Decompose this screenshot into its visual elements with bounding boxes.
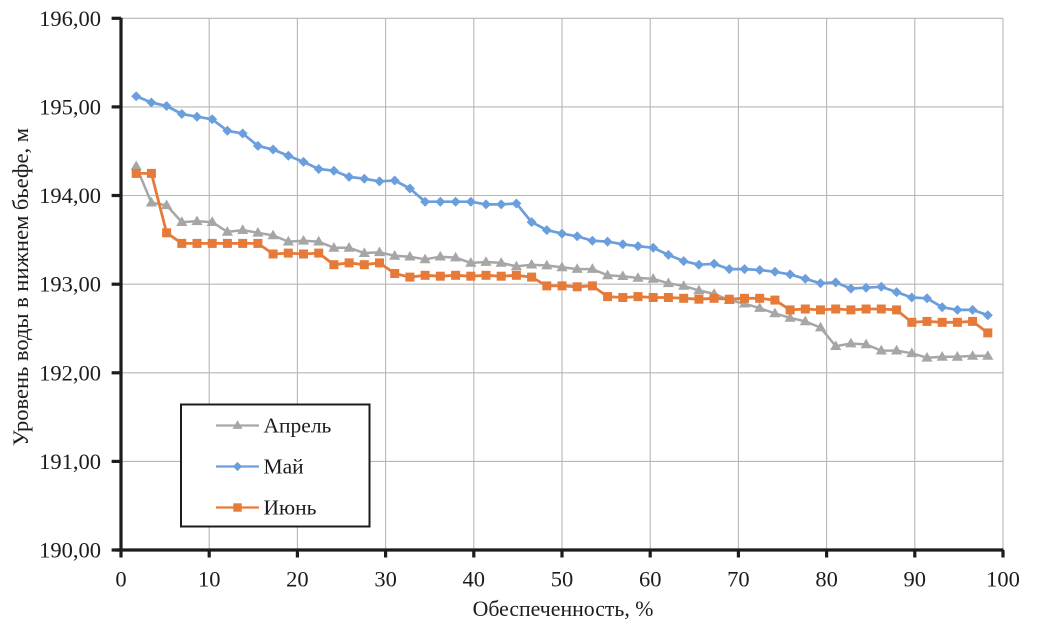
svg-text:195,00: 195,00 [39,94,101,119]
svg-text:90: 90 [904,567,927,592]
svg-text:Май: Май [264,455,304,479]
svg-text:192,00: 192,00 [39,360,101,385]
svg-text:Апрель: Апрель [264,414,332,438]
svg-text:Уровень воды в нижнем бьефе, м: Уровень воды в нижнем бьефе, м [8,128,33,446]
svg-text:50: 50 [551,567,574,592]
svg-text:0: 0 [115,567,126,592]
svg-text:30: 30 [374,567,397,592]
svg-text:80: 80 [815,567,838,592]
svg-text:60: 60 [639,567,662,592]
svg-text:20: 20 [286,567,309,592]
svg-text:191,00: 191,00 [39,449,101,474]
svg-text:194,00: 194,00 [39,183,101,208]
svg-text:10: 10 [198,567,221,592]
svg-text:70: 70 [727,567,750,592]
svg-text:40: 40 [463,567,486,592]
svg-text:Июнь: Июнь [264,496,317,520]
svg-text:Обеспеченность, %: Обеспеченность, % [473,597,654,621]
svg-text:193,00: 193,00 [39,272,101,297]
svg-text:100: 100 [986,567,1020,592]
svg-text:196,00: 196,00 [39,6,101,31]
svg-text:190,00: 190,00 [39,538,101,563]
